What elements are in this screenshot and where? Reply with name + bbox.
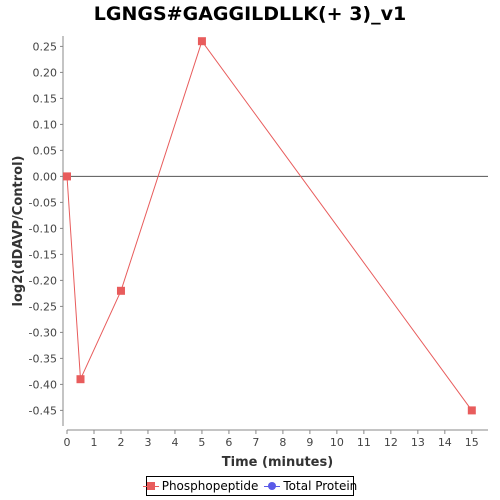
x-axis-label: Time (minutes): [222, 455, 333, 470]
x-tick-label: 11: [357, 436, 371, 449]
plot-area: [67, 36, 488, 426]
x-tick-label: 4: [171, 436, 178, 449]
legend-item-total-protein: Total Protein: [264, 479, 357, 493]
x-tick-label: 10: [330, 436, 344, 449]
x-tick-label: 7: [252, 436, 259, 449]
y-tick-label: 0.00: [33, 170, 58, 183]
y-tick-label: 0.05: [33, 144, 58, 157]
x-tick-label: 14: [438, 436, 452, 449]
x-tick-label: 3: [144, 436, 151, 449]
y-tick-label: -0.30: [29, 326, 57, 339]
data-point: [76, 375, 85, 384]
legend-label-phosphopeptide: Phosphopeptide: [161, 479, 259, 493]
data-point: [116, 286, 125, 295]
y-tick-label: -0.05: [29, 196, 57, 209]
x-tick-label: 2: [117, 436, 124, 449]
y-tick-label: -0.25: [29, 300, 57, 313]
y-axis-label: log2(dDAVP/Control): [11, 156, 26, 307]
y-tick-label: -0.20: [29, 274, 57, 287]
legend: Phosphopeptide Total Protein: [142, 476, 357, 496]
legend-square-icon: [146, 482, 155, 490]
chart-title: LGNGS#GAGGILDLLK(+ 3)_v1: [93, 3, 407, 25]
axes: 0.25 0.20 0.15 0.10 0.05 0.00 -0.05 -0.10 -0.15 -…: [29, 36, 488, 449]
x-tick-label: 6: [225, 436, 232, 449]
plot-background: [67, 36, 488, 426]
legend-label-total-protein: Total Protein: [283, 479, 358, 493]
y-tick-label: -0.15: [29, 248, 57, 261]
series-layer: [63, 37, 476, 415]
x-tick-label: 9: [306, 436, 313, 449]
x-tick-label: 12: [384, 436, 398, 449]
y-tick-label: 0.25: [33, 40, 58, 53]
y-tick-label: -0.10: [29, 222, 57, 235]
x-tick-label: 15: [465, 436, 479, 449]
y-tick-label: 0.20: [33, 66, 58, 79]
legend-item-phosphopeptide: Phosphopeptide: [142, 479, 259, 493]
data-point: [63, 172, 71, 181]
y-tick-label: -0.45: [29, 404, 57, 417]
x-tick-label: 0: [64, 436, 71, 449]
data-point: [197, 37, 206, 46]
legend-circle-icon: [268, 482, 277, 490]
y-tick-label: 0.15: [33, 92, 58, 105]
x-tick-label: 1: [90, 436, 97, 449]
y-tick-label: -0.40: [29, 378, 57, 391]
x-tick-label: 13: [411, 436, 425, 449]
legend-key-phosphopeptide: [142, 480, 159, 492]
x-tick-label: 8: [279, 436, 286, 449]
y-tick-label: 0.10: [33, 118, 58, 131]
data-point: [467, 406, 476, 415]
y-tick-label: -0.35: [29, 352, 57, 365]
x-tick-label: 5: [198, 436, 205, 449]
legend-key-total-protein: [264, 480, 281, 492]
